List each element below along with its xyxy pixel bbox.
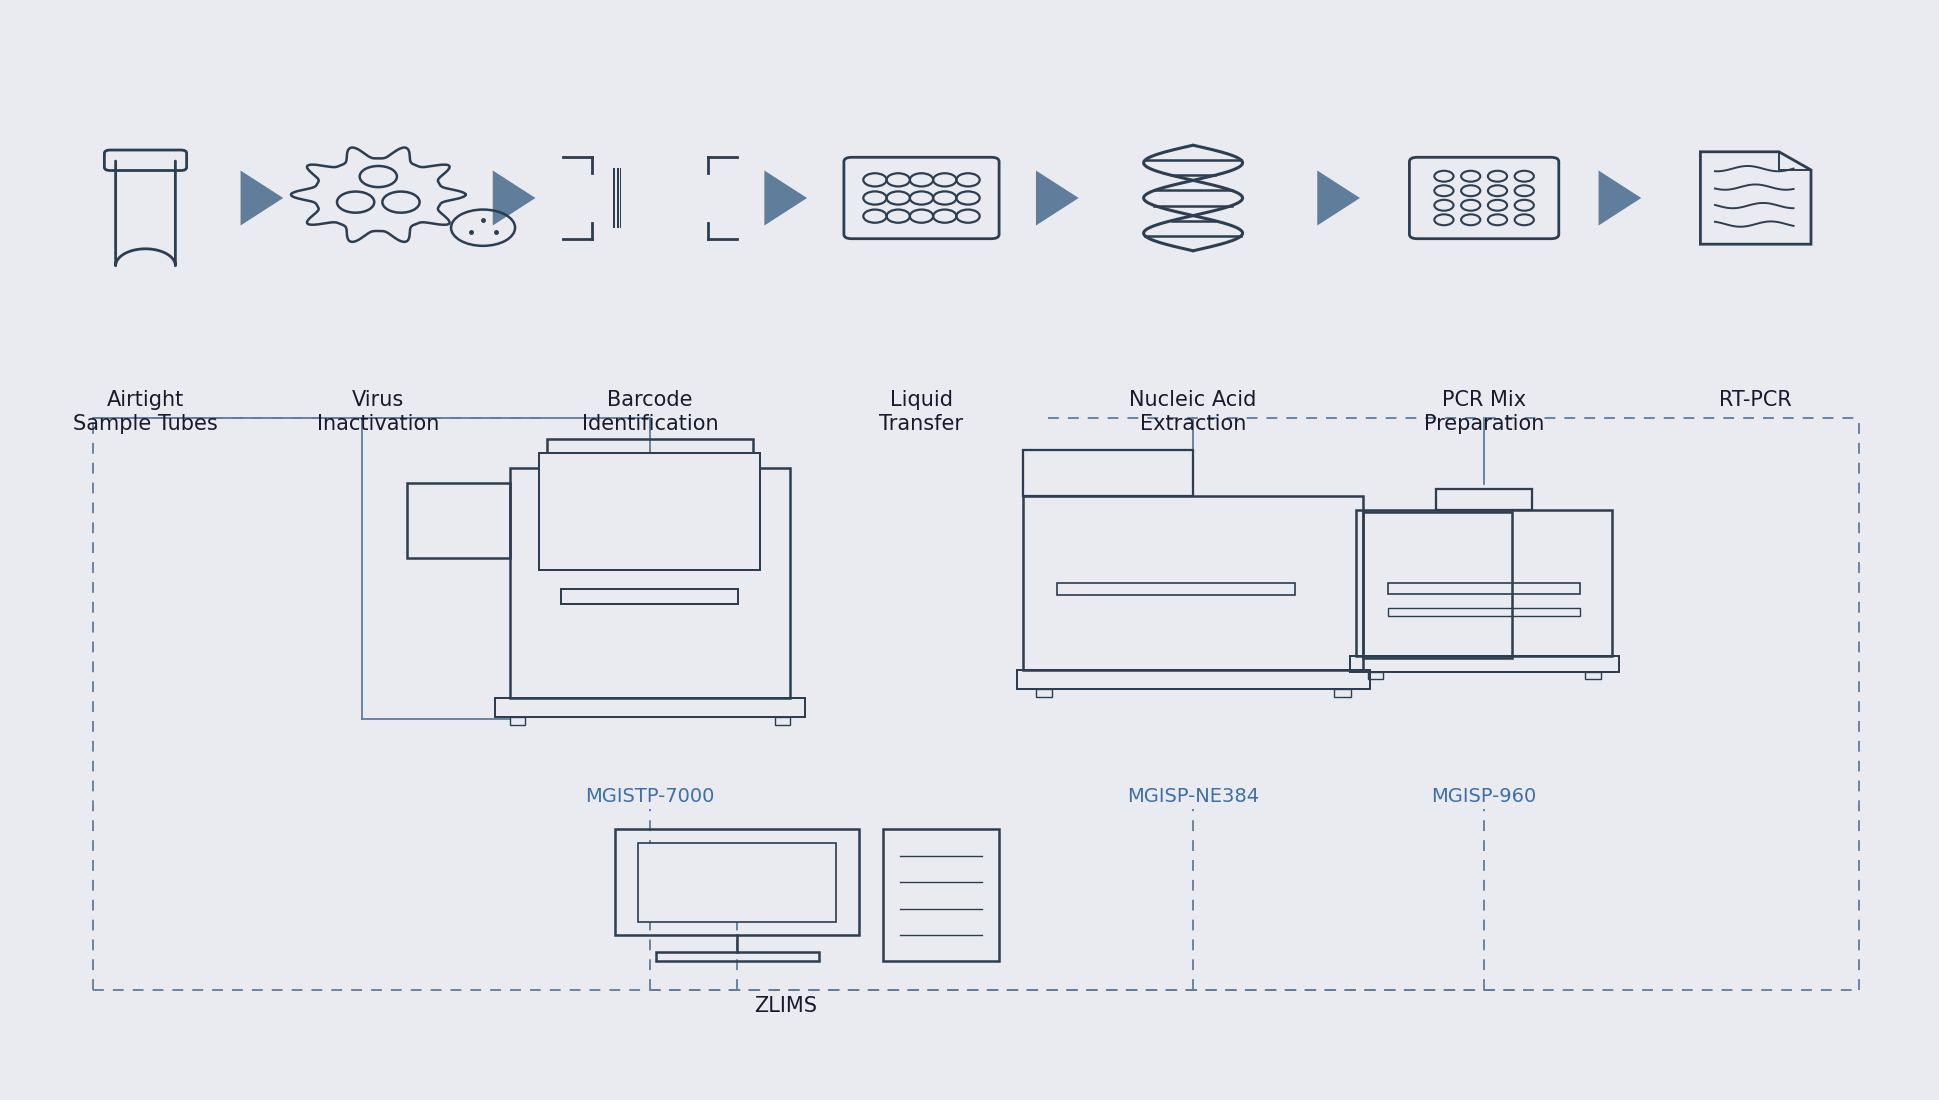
Polygon shape <box>764 170 807 226</box>
Bar <box>407 483 510 558</box>
Text: ZLIMS: ZLIMS <box>754 996 816 1015</box>
Text: Nucleic Acid
Extraction: Nucleic Acid Extraction <box>1128 390 1256 433</box>
Text: MGISP-NE384: MGISP-NE384 <box>1127 786 1258 805</box>
Bar <box>510 469 789 698</box>
Polygon shape <box>493 170 535 226</box>
Bar <box>539 453 760 571</box>
Bar <box>560 590 739 604</box>
Text: Barcode
Identification: Barcode Identification <box>582 390 717 433</box>
Bar <box>1022 496 1361 670</box>
Bar <box>1388 608 1578 616</box>
Bar <box>1388 583 1578 594</box>
Polygon shape <box>1317 170 1359 226</box>
Bar <box>1334 689 1350 696</box>
Bar <box>1016 670 1369 689</box>
Bar <box>494 698 805 717</box>
Bar <box>638 843 836 922</box>
Polygon shape <box>240 170 283 226</box>
Text: Liquid
Transfer: Liquid Transfer <box>878 390 964 433</box>
Text: RT-PCR: RT-PCR <box>1718 390 1792 410</box>
Text: Virus
Inactivation: Virus Inactivation <box>316 390 440 433</box>
Bar <box>1367 672 1383 679</box>
Bar <box>655 952 818 961</box>
Bar <box>1435 488 1532 510</box>
Bar <box>547 439 752 469</box>
Bar <box>1355 510 1611 656</box>
Bar <box>1361 512 1512 658</box>
Bar <box>615 829 859 935</box>
Text: MGISP-960: MGISP-960 <box>1431 786 1536 805</box>
Bar <box>1057 583 1293 594</box>
Bar <box>510 717 524 725</box>
Text: MGISTP-7000: MGISTP-7000 <box>586 786 714 805</box>
Bar <box>1584 672 1600 679</box>
Bar <box>1035 689 1051 696</box>
Bar <box>882 829 999 961</box>
Polygon shape <box>1598 170 1640 226</box>
Text: PCR Mix
Preparation: PCR Mix Preparation <box>1423 390 1543 433</box>
Bar <box>1350 656 1617 672</box>
Polygon shape <box>1035 170 1078 226</box>
Bar <box>776 717 789 725</box>
Bar <box>1022 450 1192 496</box>
Text: Airtight
Sample Tubes: Airtight Sample Tubes <box>74 390 217 433</box>
